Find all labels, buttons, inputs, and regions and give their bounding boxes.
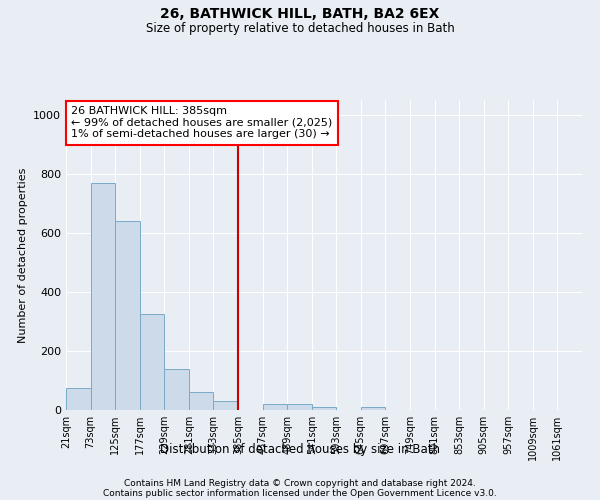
Bar (287, 404, 312, 410)
Text: Distribution of detached houses by size in Bath: Distribution of detached houses by size … (160, 442, 440, 456)
Y-axis label: Number of detached properties: Number of detached properties (17, 168, 28, 342)
Bar (91, 182, 115, 410)
Text: Size of property relative to detached houses in Bath: Size of property relative to detached ho… (146, 22, 454, 35)
Text: 26 BATHWICK HILL: 385sqm
← 99% of detached houses are smaller (2,025)
1% of semi: 26 BATHWICK HILL: 385sqm ← 99% of detach… (71, 106, 332, 140)
Text: Contains public sector information licensed under the Open Government Licence v3: Contains public sector information licen… (103, 488, 497, 498)
Bar (66, 388, 91, 410)
Bar (164, 368, 189, 410)
Bar (189, 392, 214, 410)
Text: 26, BATHWICK HILL, BATH, BA2 6EX: 26, BATHWICK HILL, BATH, BA2 6EX (160, 8, 440, 22)
Bar (312, 407, 336, 410)
Text: Contains HM Land Registry data © Crown copyright and database right 2024.: Contains HM Land Registry data © Crown c… (124, 478, 476, 488)
Bar (115, 221, 140, 410)
Bar (361, 407, 385, 410)
Bar (263, 404, 287, 410)
Bar (140, 314, 164, 410)
Bar (214, 401, 238, 410)
